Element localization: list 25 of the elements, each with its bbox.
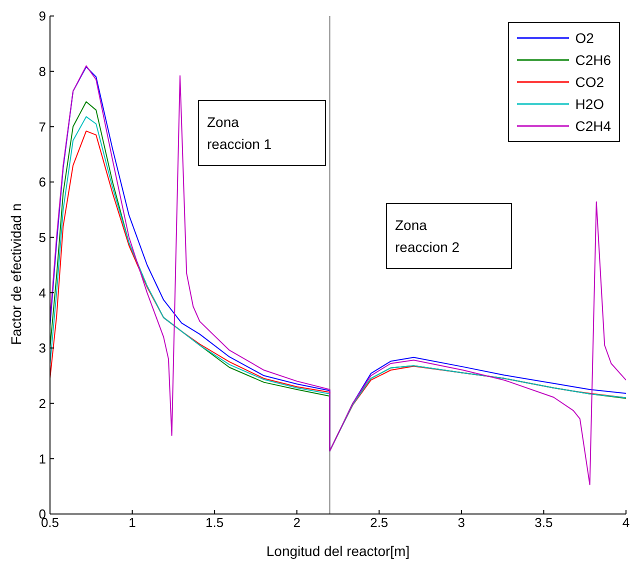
x-tick-label: 2.5 [370,515,388,530]
x-tick-label: 3.5 [534,515,553,530]
legend-label: CO2 [575,73,604,92]
y-tick-label: 2 [38,396,46,411]
legend-label: C2H6 [575,51,611,70]
x-tick-label: 3 [458,515,466,530]
y-tick-label: 7 [38,119,46,134]
legend-label: C2H4 [575,117,611,136]
y-tick-label: 6 [38,174,46,190]
y-tick-label: 8 [38,64,46,79]
text-box: Zona reaccion 1 [198,100,326,166]
x-tick-label: 1 [128,515,136,530]
y-tick-label: 1 [38,451,46,466]
y-tick-label: 3 [38,340,46,356]
legend-label: O2 [575,29,594,48]
y-axis-title: Factor de efectividad n [8,203,24,345]
x-tick-label: 2 [293,515,300,530]
x-tick-label: 1.5 [206,515,224,530]
x-axis-title: Longitud del reactor[m] [266,543,410,559]
x-tick-label: 4 [622,515,630,530]
y-tick-label: 5 [38,230,46,245]
y-tick-label: 4 [38,285,46,300]
legend-label: H2O [575,95,604,114]
y-tick-label: 9 [38,8,46,24]
text-box: Zona reaccion 2 [386,203,512,269]
